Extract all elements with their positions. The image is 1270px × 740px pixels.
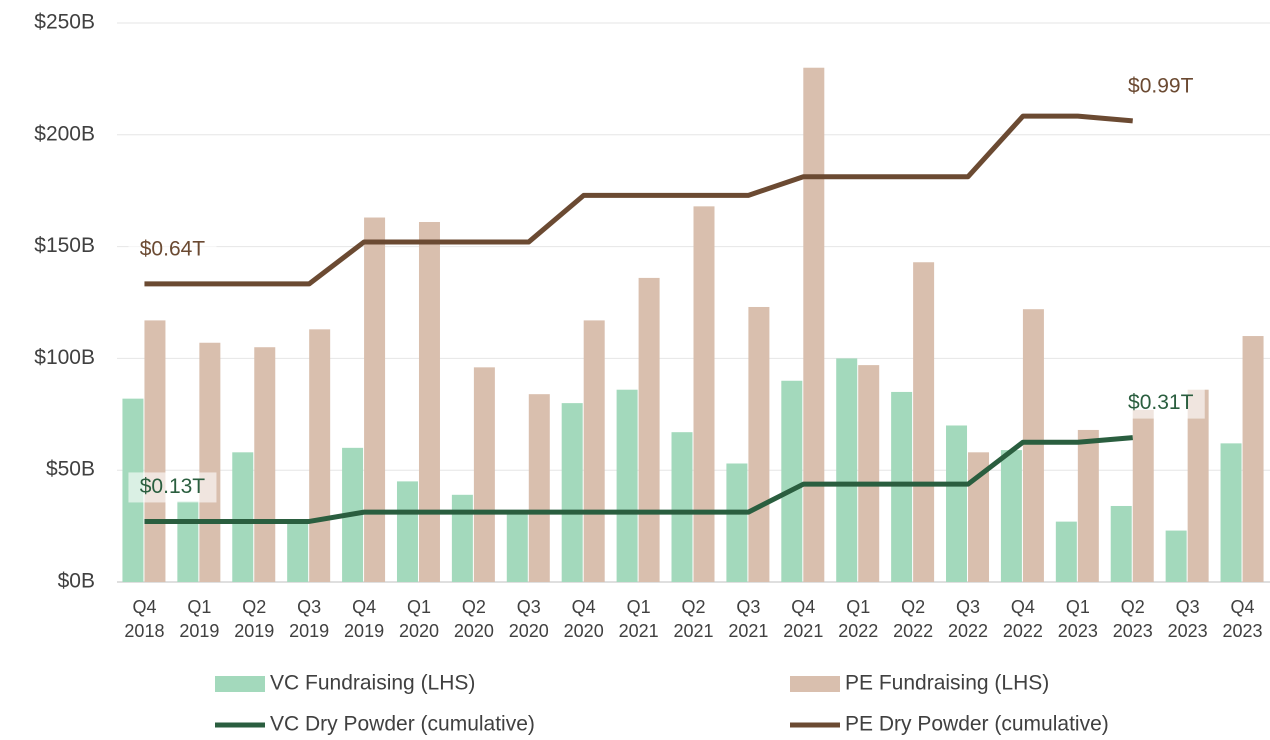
bar <box>671 432 693 582</box>
x-tick-label: Q3 2019 <box>289 597 329 641</box>
bar <box>528 394 550 582</box>
bar <box>473 367 495 582</box>
value-label-bg <box>128 234 217 265</box>
x-tick-label: Q4 2018 <box>124 597 164 641</box>
y-tick-label: $150B <box>34 234 95 257</box>
bar <box>858 365 880 582</box>
x-tick-label: Q4 2021 <box>783 597 823 641</box>
y-tick-label: $100B <box>34 346 95 369</box>
bar <box>1165 530 1187 582</box>
bar <box>891 391 913 582</box>
bar <box>1110 505 1132 582</box>
y-tick-label: $0B <box>58 570 95 593</box>
legend-swatch <box>215 676 265 692</box>
bar <box>364 217 386 583</box>
x-tick-label: Q3 2022 <box>948 597 988 641</box>
bar <box>1000 450 1022 582</box>
bar <box>583 320 605 582</box>
x-tick-label: Q2 2022 <box>893 597 933 641</box>
bar <box>177 501 199 582</box>
bar <box>561 403 583 582</box>
bar <box>1132 409 1154 582</box>
legend-swatch <box>790 676 840 692</box>
x-tick-label: Q1 2023 <box>1058 597 1098 641</box>
bar <box>693 206 715 583</box>
bar <box>309 329 331 582</box>
x-tick-label: Q3 2021 <box>728 597 768 641</box>
x-tick-label: Q1 2022 <box>838 597 878 641</box>
bar <box>913 262 935 582</box>
bar <box>803 67 825 583</box>
bar <box>836 358 858 582</box>
bar <box>451 494 473 582</box>
x-tick-label: Q1 2020 <box>399 597 439 641</box>
legend-label: VC Dry Powder (cumulative) <box>270 713 535 736</box>
line <box>144 113 1133 287</box>
legend-label: VC Fundraising (LHS) <box>270 672 475 695</box>
bar <box>396 481 418 582</box>
bar <box>1220 443 1242 582</box>
bar <box>638 277 660 582</box>
value-label: $0.99T <box>1128 74 1194 97</box>
line <box>144 435 1133 524</box>
x-tick-label: Q1 2019 <box>179 597 219 641</box>
bar <box>1022 309 1044 582</box>
bar <box>506 512 528 582</box>
bar <box>726 463 748 582</box>
value-label: $0.64T <box>140 237 206 260</box>
x-tick-label: Q2 2019 <box>234 597 274 641</box>
value-label: $0.31T <box>1128 391 1194 414</box>
x-tick-label: Q2 2020 <box>454 597 494 641</box>
y-tick-label: $50B <box>46 458 95 481</box>
bar <box>418 222 440 582</box>
value-label-bg <box>128 472 217 503</box>
bar <box>748 306 770 582</box>
bar <box>287 519 309 582</box>
x-tick-label: Q4 2023 <box>1223 597 1263 641</box>
bar <box>946 425 968 582</box>
bar <box>968 452 990 582</box>
y-tick-label: $200B <box>34 122 95 145</box>
bar <box>1187 389 1209 582</box>
bar <box>254 347 276 582</box>
x-tick-label: Q4 2019 <box>344 597 384 641</box>
bar <box>616 389 638 582</box>
legend-label: PE Fundraising (LHS) <box>845 672 1049 695</box>
y-tick-label: $250B <box>34 11 95 34</box>
x-tick-label: Q4 2022 <box>1003 597 1043 641</box>
x-tick-label: Q3 2023 <box>1168 597 1208 641</box>
x-tick-label: Q3 2020 <box>509 597 549 641</box>
bar <box>144 320 166 582</box>
value-label: $0.13T <box>140 475 206 498</box>
bar <box>1077 429 1099 582</box>
legend-label: PE Dry Powder (cumulative) <box>845 713 1109 736</box>
x-tick-label: Q2 2021 <box>673 597 713 641</box>
bar <box>781 380 803 582</box>
x-tick-label: Q4 2020 <box>564 597 604 641</box>
value-label-bg <box>1116 388 1205 419</box>
bar <box>232 452 254 582</box>
bar <box>199 342 221 582</box>
bar <box>1242 336 1264 582</box>
bar <box>1055 521 1077 582</box>
x-tick-label: Q1 2021 <box>619 597 659 641</box>
value-label-bg <box>1116 71 1205 102</box>
x-tick-label: Q2 2023 <box>1113 597 1153 641</box>
